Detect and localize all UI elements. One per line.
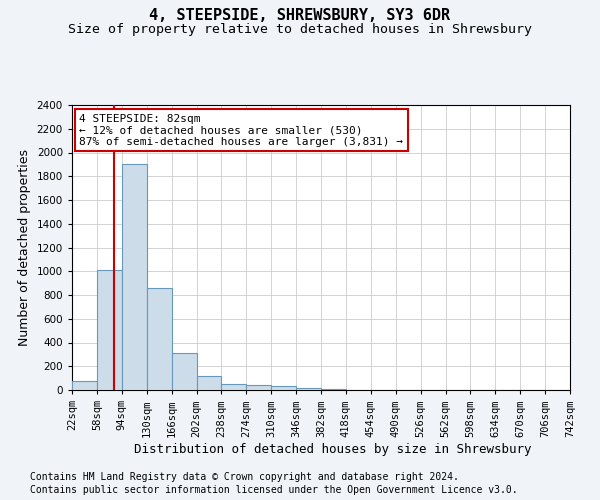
Text: Distribution of detached houses by size in Shrewsbury: Distribution of detached houses by size … <box>134 442 532 456</box>
Bar <box>122 164 146 390</box>
Bar <box>246 385 271 390</box>
Y-axis label: Number of detached properties: Number of detached properties <box>18 149 31 346</box>
Text: Size of property relative to detached houses in Shrewsbury: Size of property relative to detached ho… <box>68 22 532 36</box>
Bar <box>221 384 247 390</box>
Bar <box>146 288 172 390</box>
Text: Contains public sector information licensed under the Open Government Licence v3: Contains public sector information licen… <box>30 485 518 495</box>
Bar <box>197 376 221 390</box>
Bar <box>321 389 346 390</box>
Text: Contains HM Land Registry data © Crown copyright and database right 2024.: Contains HM Land Registry data © Crown c… <box>30 472 459 482</box>
Bar <box>296 388 321 390</box>
Bar <box>172 353 197 390</box>
Bar <box>97 270 122 390</box>
Text: 4 STEEPSIDE: 82sqm
← 12% of detached houses are smaller (530)
87% of semi-detach: 4 STEEPSIDE: 82sqm ← 12% of detached hou… <box>79 114 403 147</box>
Bar <box>72 380 97 390</box>
Bar <box>271 386 296 390</box>
Text: 4, STEEPSIDE, SHREWSBURY, SY3 6DR: 4, STEEPSIDE, SHREWSBURY, SY3 6DR <box>149 8 451 22</box>
